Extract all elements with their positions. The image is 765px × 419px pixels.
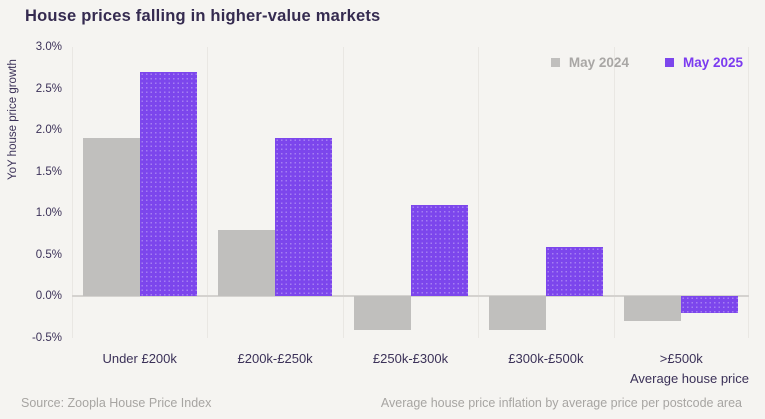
x-category-label: £300k-£500k (508, 351, 584, 366)
category-separator-line (72, 47, 73, 338)
x-category-label: Under £200k (102, 351, 177, 366)
y-tick-label: 2.0% (35, 124, 62, 137)
category-separator-line (342, 47, 344, 338)
category-separator-line (613, 47, 615, 338)
y-tick-label: 1.5% (35, 165, 62, 178)
source-credit: Source: Zoopla House Price Index (21, 396, 212, 410)
y-tick-label: 2.5% (35, 82, 62, 95)
bar-may-2025-3 (410, 204, 468, 297)
y-tick-label: 3.0% (35, 41, 62, 53)
category-separator-line (207, 47, 209, 338)
bar-may-2025-1 (139, 71, 197, 297)
legend-label-may-2024: May 2024 (568, 55, 629, 70)
legend: May 2024 May 2025 (550, 55, 743, 70)
legend-label-may-2025: May 2025 (682, 55, 743, 70)
y-tick-label: 1.0% (35, 207, 62, 220)
bar-may-2025-5 (681, 296, 739, 314)
y-tick-label: 0.0% (35, 290, 62, 303)
x-category-label: >£500k (659, 351, 703, 366)
bar-may-2025-2 (275, 138, 333, 297)
bar-may-2024-4 (488, 296, 546, 330)
x-category-label: £200k-£250k (237, 351, 313, 366)
category-separator-line (478, 47, 480, 338)
zero-baseline (72, 295, 749, 298)
legend-swatch-may-2025 (664, 58, 674, 67)
x-category-label: £250k-£300k (372, 351, 449, 366)
footer-note: Average house price inflation by average… (380, 396, 742, 410)
legend-item-may-2024: May 2024 (550, 55, 629, 70)
legend-swatch-may-2024 (550, 58, 560, 67)
chart-title: House prices falling in higher-value mar… (25, 7, 381, 25)
bar-may-2024-2 (218, 229, 276, 297)
y-tick-label: 0.5% (35, 248, 62, 261)
bar-may-2024-5 (624, 296, 682, 322)
bar-may-2024-1 (82, 138, 140, 297)
category-separator-line (748, 47, 749, 338)
x-axis-title: Average house price (629, 371, 749, 386)
plot-area (72, 47, 749, 338)
bar-may-2025-4 (545, 246, 603, 297)
bar-may-2024-3 (353, 296, 411, 330)
y-tick-label: -0.5% (31, 332, 62, 344)
legend-item-may-2025: May 2025 (664, 55, 743, 70)
